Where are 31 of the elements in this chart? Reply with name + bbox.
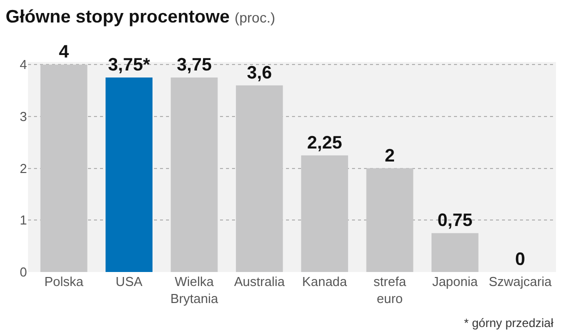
bar: [366, 168, 414, 272]
x-tick-label: USA: [116, 274, 143, 289]
y-tick-label: 3: [20, 108, 27, 124]
data-label: 2: [384, 145, 395, 166]
bar: [170, 78, 218, 272]
text: * górny przedział: [464, 316, 554, 330]
y-tick-label: 0: [20, 264, 27, 280]
data-label: 3,75*: [108, 54, 150, 75]
x-tick-label: Polska: [44, 274, 84, 289]
data-label: 4: [58, 42, 69, 62]
chart-title: Główne stopy procentowe: [6, 6, 230, 27]
bar: [40, 64, 88, 272]
bar: [236, 85, 283, 272]
x-tick-label: Japonia: [432, 274, 478, 289]
data-label: 3,6: [246, 62, 272, 82]
y-tick-label: 2: [20, 160, 27, 176]
y-tick-label: 1: [20, 212, 27, 228]
x-tick-label: Kanada: [302, 274, 348, 289]
chart-subtitle: (proc.): [234, 10, 276, 26]
y-tick-label: 4: [20, 57, 27, 72]
data-label: 3,75: [176, 54, 212, 75]
bar: [301, 155, 348, 272]
x-tick-label: Szwajcaria: [488, 274, 552, 289]
data-label: 0: [515, 249, 526, 269]
data-label: 0,75: [437, 210, 472, 230]
data-label: 2,25: [307, 132, 342, 152]
bar: [432, 233, 478, 272]
x-tick-label: strefa euro: [374, 274, 407, 306]
x-tick-label: Wielka Brytania: [170, 274, 219, 306]
x-tick-label: Australia: [234, 274, 286, 289]
bar: [106, 78, 152, 272]
